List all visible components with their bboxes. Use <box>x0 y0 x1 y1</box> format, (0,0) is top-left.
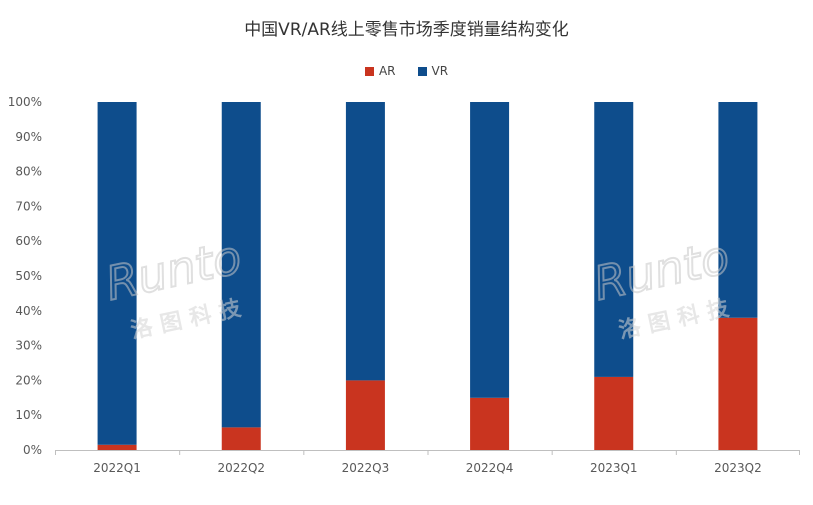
legend-label-vr: VR <box>431 64 449 78</box>
bar-ar-2022q3 <box>345 380 385 450</box>
x-tick-label: 2022Q4 <box>466 461 514 475</box>
legend-item-ar: AR <box>364 64 396 78</box>
y-tick-label: 20% <box>15 373 42 387</box>
y-tick-label: 30% <box>15 339 42 353</box>
y-tick-label: 40% <box>15 304 42 318</box>
y-tick-label: 10% <box>15 408 42 422</box>
y-tick-label: 0% <box>23 443 42 457</box>
legend-label-ar: AR <box>378 64 396 78</box>
x-tick-label: 2022Q2 <box>217 461 265 475</box>
y-tick-label: 90% <box>15 130 42 144</box>
bar-vr-2023q2 <box>718 102 758 318</box>
bar-ar-2023q1 <box>594 376 634 450</box>
y-tick-label: 50% <box>15 269 42 283</box>
bar-ar-2023q2 <box>718 317 758 450</box>
x-tick-label: 2023Q1 <box>590 461 638 475</box>
x-tick-label: 2022Q1 <box>93 461 141 475</box>
chart-legend: AR VR <box>0 64 813 78</box>
x-tick-label: 2023Q2 <box>714 461 762 475</box>
y-tick-label: 80% <box>15 165 42 179</box>
bar-vr-2022q2 <box>221 102 261 428</box>
legend-item-vr: VR <box>417 64 449 78</box>
bar-vr-2023q1 <box>594 102 634 377</box>
y-tick-label: 100% <box>8 95 42 109</box>
bar-vr-2022q4 <box>470 102 510 398</box>
y-tick-label: 60% <box>15 234 42 248</box>
y-tick-label: 70% <box>15 199 42 213</box>
bar-ar-2022q2 <box>221 427 261 450</box>
bar-vr-2022q3 <box>345 102 385 381</box>
legend-swatch-vr <box>417 66 427 76</box>
x-tick-label: 2022Q3 <box>342 461 390 475</box>
bar-ar-2022q1 <box>97 444 137 450</box>
chart-title: 中国VR/AR线上零售市场季度销量结构变化 <box>244 20 569 40</box>
bar-ar-2022q4 <box>470 397 510 450</box>
bar-vr-2022q1 <box>97 102 137 445</box>
legend-swatch-ar <box>364 66 374 76</box>
